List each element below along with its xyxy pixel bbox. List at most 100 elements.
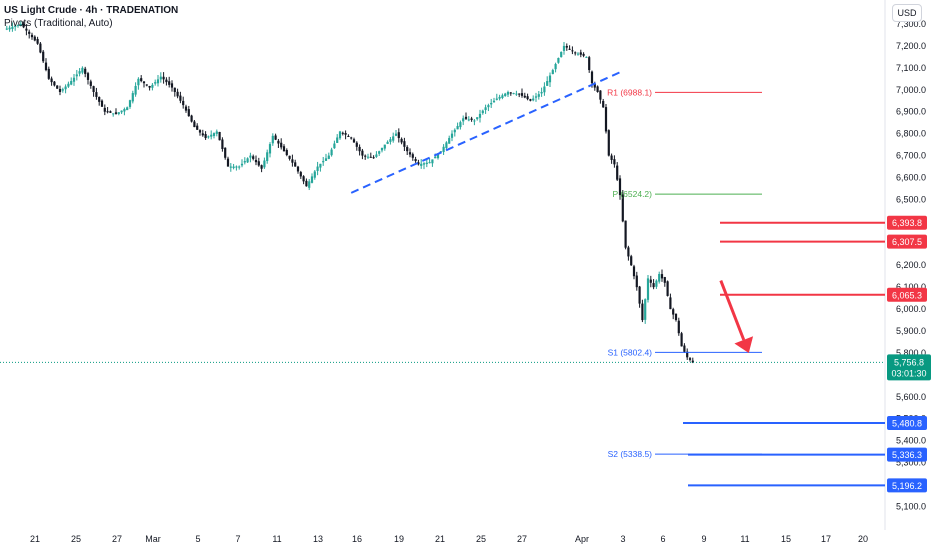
y-tick-label: 7,000.0 xyxy=(896,85,926,95)
x-tick-label: 25 xyxy=(71,534,81,544)
candle-body xyxy=(352,139,356,143)
candle-body xyxy=(691,360,694,363)
candle-body xyxy=(397,132,400,139)
candle-body xyxy=(238,166,241,168)
x-tick-label: 17 xyxy=(821,534,831,544)
candle-body xyxy=(543,86,546,93)
y-tick-label: 6,600.0 xyxy=(896,173,926,183)
y-tick-label: 5,100.0 xyxy=(896,501,926,511)
candle-body xyxy=(100,100,104,107)
candle-body xyxy=(380,147,384,151)
candle-body xyxy=(294,162,297,167)
candle-body xyxy=(170,83,174,88)
candle-body xyxy=(263,160,266,168)
candle-body xyxy=(338,131,342,139)
candle-body xyxy=(526,96,529,100)
candle-body xyxy=(669,297,672,310)
candle-body xyxy=(282,146,286,152)
candle-body xyxy=(56,85,59,89)
candle-body xyxy=(126,107,129,111)
candle-body xyxy=(162,76,165,80)
candle-body xyxy=(112,113,115,115)
y-tick-label: 5,600.0 xyxy=(896,392,926,402)
candle-body xyxy=(123,108,126,112)
candle-body xyxy=(602,100,605,108)
candle-body xyxy=(498,96,501,99)
candle-body xyxy=(271,135,274,144)
candle-body xyxy=(72,77,76,82)
candle-body xyxy=(28,31,31,34)
candle-body xyxy=(201,133,204,136)
candle-body xyxy=(285,150,288,156)
currency-button[interactable]: USD xyxy=(892,4,922,22)
candle-body xyxy=(145,84,148,86)
candle-body xyxy=(672,309,675,315)
candle-body xyxy=(84,68,87,74)
candle-body xyxy=(548,75,552,83)
candle-body xyxy=(434,156,437,159)
candle-body xyxy=(168,81,171,85)
candle-body xyxy=(324,158,328,161)
candle-body xyxy=(641,303,644,321)
last-price-badge xyxy=(887,354,931,381)
x-tick-label: 25 xyxy=(476,534,486,544)
candle-body xyxy=(235,166,238,168)
x-tick-label: 6 xyxy=(660,534,665,544)
candle-body xyxy=(464,116,468,119)
candle-body xyxy=(428,162,431,164)
candle-body xyxy=(140,78,143,82)
candle-body xyxy=(268,144,272,154)
candle-body xyxy=(585,56,588,58)
candle-body xyxy=(375,154,378,157)
candle-body xyxy=(316,166,319,171)
candle-body xyxy=(128,100,132,107)
candle-body xyxy=(660,274,664,279)
pivots-indicator-label[interactable]: Pivots (Traditional, Auto) xyxy=(4,18,113,29)
pivot-label-p: P (6524.2) xyxy=(612,189,652,199)
candle-body xyxy=(53,81,56,86)
pivot-label-r1: R1 (6988.1) xyxy=(607,87,652,97)
candle-body xyxy=(92,86,95,92)
candle-body xyxy=(523,95,526,98)
candle-body xyxy=(506,91,510,95)
candle-body xyxy=(459,122,462,128)
x-tick-label: 21 xyxy=(435,534,445,544)
candle-body xyxy=(187,109,190,117)
bearish-arrow-shaft[interactable] xyxy=(719,280,746,341)
candle-body xyxy=(571,50,574,52)
candle-body xyxy=(534,96,538,98)
candle-body xyxy=(266,152,269,162)
candle-body xyxy=(422,163,426,165)
candle-body xyxy=(154,82,157,84)
candle-body xyxy=(515,93,518,95)
candle-body xyxy=(436,153,440,159)
candle-body xyxy=(70,81,73,85)
candle-body xyxy=(400,138,403,143)
y-tick-label: 6,100.0 xyxy=(896,282,926,292)
candle-body xyxy=(389,139,392,142)
candle-body xyxy=(658,274,661,282)
level-lines: R1 (6988.1) P (6524.2) S1 (5802.4) S2 (5338… xyxy=(0,71,885,487)
candle-body xyxy=(445,142,448,148)
candle-body xyxy=(198,130,202,133)
candle-body xyxy=(252,156,255,159)
candle-body xyxy=(98,97,101,102)
candle-body xyxy=(607,130,610,156)
rising-trendline[interactable] xyxy=(350,71,621,194)
candle-body xyxy=(649,279,652,283)
candle-body xyxy=(408,152,412,155)
candle-body xyxy=(610,155,613,160)
candle-body xyxy=(179,95,182,101)
candle-body xyxy=(582,53,585,56)
x-tick-label: 27 xyxy=(517,534,527,544)
candle-body xyxy=(448,138,451,144)
candle-body xyxy=(560,51,563,58)
candle-body xyxy=(274,135,277,140)
candle-body xyxy=(414,159,417,162)
candle-body xyxy=(378,151,381,154)
candle-body xyxy=(44,62,48,71)
candle-body xyxy=(78,71,81,74)
bearish-arrow-head[interactable] xyxy=(734,336,754,353)
candle-body xyxy=(632,266,636,277)
